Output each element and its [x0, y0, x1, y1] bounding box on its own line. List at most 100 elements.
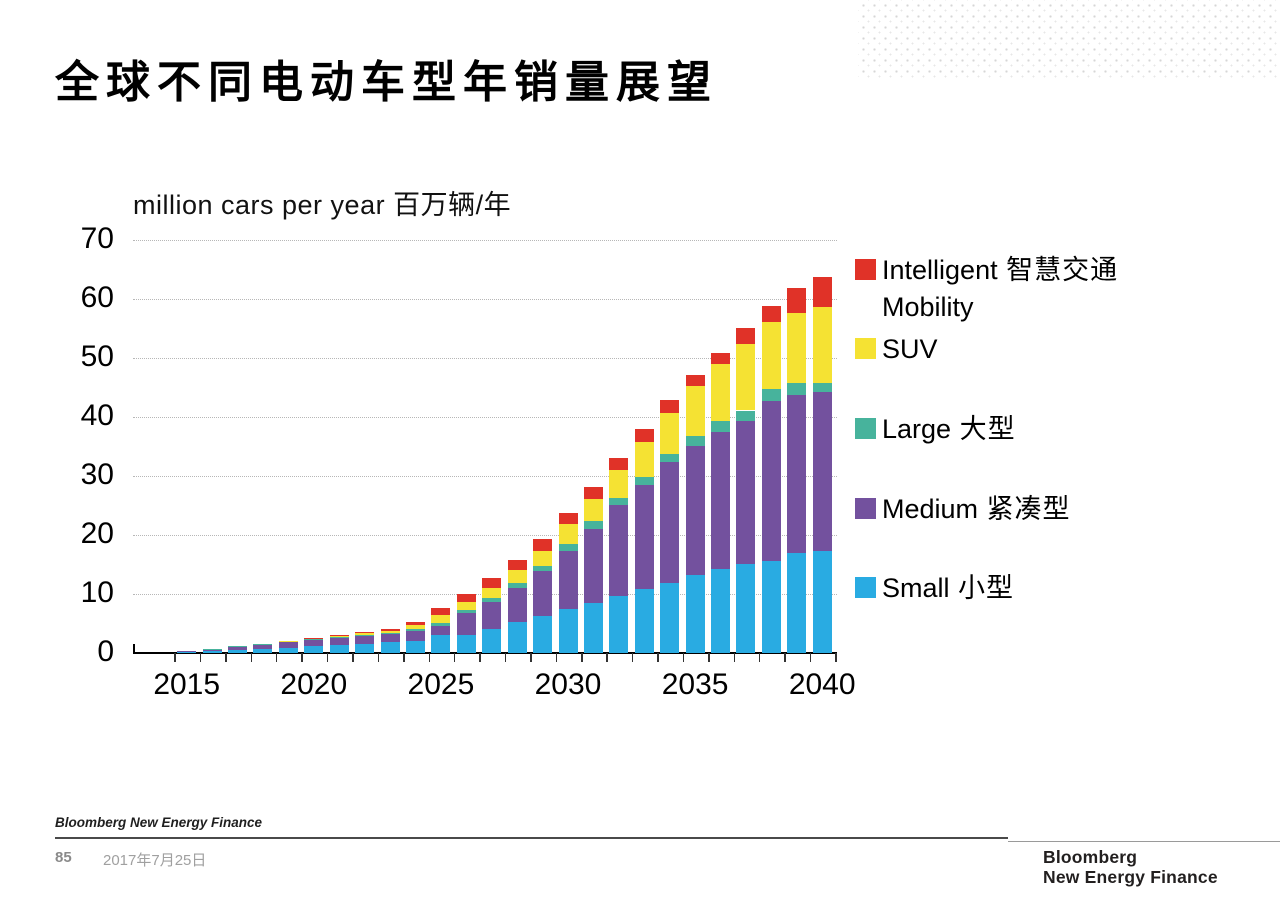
bar-2030-small: [558, 609, 578, 653]
bar-2023-medium: [380, 634, 400, 643]
bar-2040-medium: [812, 392, 832, 551]
bar-2033-large: [634, 476, 654, 485]
bar-2028-large: [507, 583, 527, 589]
bar-2026-im: [456, 594, 476, 603]
gridline: [133, 299, 837, 300]
bar-2021-medium: [329, 638, 349, 646]
bar-2019-suv: [278, 640, 298, 642]
x-tick-label-2020: 2020: [280, 668, 348, 701]
x-tick: [708, 653, 710, 662]
bar-2035-suv: [685, 385, 705, 436]
bar-2025-medium: [431, 625, 451, 636]
bar-2037-large: [736, 410, 756, 422]
x-tick: [250, 653, 253, 662]
bar-2034-im: [660, 400, 680, 413]
y-tick-label: 30: [80, 458, 114, 491]
gridline: [133, 417, 837, 418]
y-axis-title: million cars per year 百万辆/年: [133, 190, 512, 220]
x-tick: [504, 653, 507, 662]
bar-2038-medium: [761, 401, 781, 561]
bar-2024-medium: [405, 631, 425, 642]
legend-swatch-medium: [855, 498, 876, 519]
bar-2039-suv: [787, 313, 807, 384]
legend-label-im: Intelligent 智慧交通 Mobility: [882, 252, 1118, 326]
legend-label-line: Small 小型: [882, 573, 1015, 603]
bar-2027-large: [482, 598, 502, 603]
x-tick: [784, 653, 786, 662]
x-tick: [453, 653, 456, 662]
x-tick: [403, 653, 405, 662]
legend-swatch-large: [855, 418, 876, 439]
bar-2017-small: [228, 650, 248, 653]
bar-2034-small: [660, 582, 680, 653]
bar-2024-suv: [405, 624, 425, 630]
x-tick-label-2015: 2015: [153, 668, 221, 701]
y-tick-label: 20: [80, 517, 114, 550]
bar-2030-large: [558, 544, 578, 551]
bar-2018-small: [253, 648, 273, 653]
x-tick: [581, 653, 583, 662]
bar-2034-medium: [660, 462, 680, 583]
bar-2021-large: [329, 637, 349, 639]
gridline: [133, 535, 837, 536]
x-tick: [657, 653, 659, 662]
legend-label-small: Small 小型: [882, 570, 1014, 607]
bar-2032-suv: [609, 470, 629, 498]
bar-2027-medium: [482, 602, 502, 630]
bar-2035-large: [685, 435, 705, 446]
x-tick: [174, 653, 176, 662]
bar-2040-small: [812, 550, 832, 653]
bar-2039-im: [787, 287, 807, 314]
bar-2028-suv: [507, 570, 527, 584]
legend-label-line: Intelligent 智慧交通: [882, 255, 1119, 285]
bar-2037-medium: [736, 421, 756, 564]
gridline: [133, 358, 837, 359]
x-tick: [479, 653, 481, 662]
y-tick-label: 70: [80, 222, 114, 255]
bar-2025-large: [431, 622, 451, 626]
bar-2030-medium: [558, 550, 578, 610]
bar-2023-suv: [380, 630, 400, 633]
bar-2023-large: [380, 632, 400, 635]
bar-2033-small: [634, 589, 654, 653]
x-axis-line: [133, 652, 837, 654]
bar-2027-small: [482, 629, 502, 653]
legend-swatch-im: [855, 259, 876, 280]
bar-2022-im: [355, 632, 375, 634]
legend-label-large: Large 大型: [882, 411, 1016, 448]
gridline: [133, 240, 837, 241]
bar-2022-large: [355, 634, 375, 636]
bar-2020-im: [304, 637, 324, 639]
y-tick-label: 60: [80, 281, 114, 314]
x-tick: [631, 653, 634, 662]
x-tick: [275, 653, 278, 662]
bar-2032-medium: [609, 504, 629, 596]
bar-2025-im: [431, 607, 451, 616]
x-tick: [530, 653, 532, 662]
x-tick: [326, 653, 329, 662]
bar-2019-small: [278, 647, 298, 653]
bar-2033-suv: [634, 441, 654, 477]
bar-2027-suv: [482, 587, 502, 599]
bar-2029-small: [533, 616, 553, 653]
x-tick: [758, 653, 761, 662]
y-tick-label: 50: [80, 340, 114, 373]
bar-2021-suv: [329, 635, 349, 638]
bar-2032-small: [609, 595, 629, 653]
bar-2017-large: [228, 645, 248, 647]
bar-2030-suv: [558, 523, 578, 545]
bar-2015-medium: [177, 650, 197, 652]
bar-2021-small: [329, 645, 349, 653]
x-tick: [301, 653, 303, 662]
bar-2019-medium: [278, 641, 298, 648]
bnef-logo-line2: New Energy Finance: [1043, 867, 1218, 887]
x-tick: [428, 653, 430, 662]
x-axis-corner: [133, 644, 135, 653]
gridline: [133, 476, 837, 477]
bar-2038-suv: [761, 322, 781, 390]
bar-2022-small: [355, 644, 375, 653]
bar-2028-medium: [507, 588, 527, 622]
bar-2031-suv: [583, 499, 603, 522]
bar-2018-large: [253, 643, 273, 645]
footer-divider-left: [55, 837, 1008, 839]
